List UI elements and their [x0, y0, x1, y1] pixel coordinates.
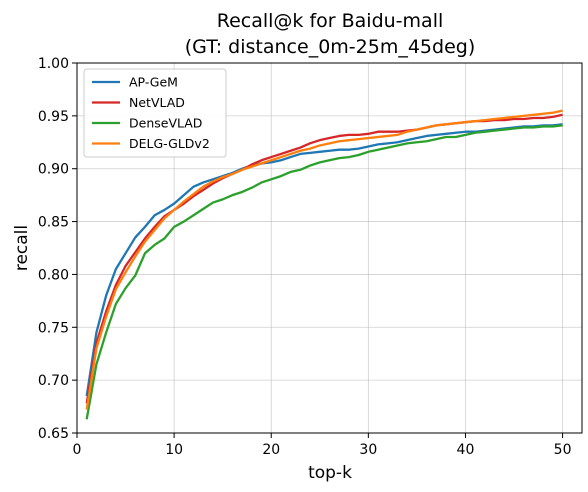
legend-label-1: NetVLAD — [129, 95, 185, 110]
axis-ticks: 0 10 20 30 40 50 0.65 0.70 0.75 0.80 0.85 0.90 0.95 1… — [38, 56, 572, 458]
y-tick-label-3: 0.80 — [38, 267, 69, 283]
y-axis-label: recall — [12, 225, 32, 271]
legend: AP-GeM NetVLAD DenseVLAD DELG-GLDv2 — [83, 68, 227, 158]
series-line-1 — [85, 113, 563, 404]
chart-title-line-1: Recall@k for Baidu-mall — [217, 10, 444, 32]
y-tick-label-1: 0.70 — [38, 373, 69, 389]
legend-label-3: DELG-GLDv2 — [129, 136, 210, 151]
y-tick-label-7: 1.00 — [38, 56, 69, 72]
y-tick-label-0: 0.65 — [38, 426, 69, 442]
y-tick-label-2: 0.75 — [38, 320, 69, 336]
x-tick-label-5: 50 — [554, 442, 572, 458]
x-tick-label-1: 10 — [165, 442, 183, 458]
x-tick-label-0: 0 — [73, 442, 82, 458]
legend-label-2: DenseVLAD — [129, 116, 202, 131]
plot-area-frame — [76, 62, 583, 434]
x-tick-label-4: 40 — [457, 442, 475, 458]
y-tick-label-6: 0.95 — [38, 109, 69, 125]
chart-title-line-2: (GT: distance_0m-25m_45deg) — [185, 36, 475, 58]
series-line-2 — [85, 124, 563, 420]
legend-label-0: AP-GeM — [129, 75, 178, 90]
x-tick-label-3: 30 — [359, 442, 377, 458]
x-tick-label-2: 20 — [262, 442, 280, 458]
x-axis-label: top-k — [308, 463, 352, 483]
series-line-3 — [85, 109, 563, 410]
legend-box — [83, 68, 227, 158]
y-tick-label-4: 0.85 — [38, 215, 69, 231]
y-tick-label-5: 0.90 — [38, 162, 69, 178]
series-line-0 — [85, 123, 563, 397]
series-lines — [85, 109, 563, 420]
